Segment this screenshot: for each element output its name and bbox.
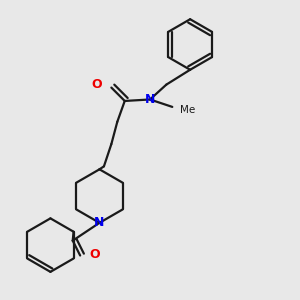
Text: O: O	[89, 248, 100, 260]
Text: N: N	[94, 216, 105, 229]
Text: Me: Me	[180, 105, 195, 115]
Text: N: N	[145, 93, 155, 106]
Text: O: O	[92, 78, 102, 91]
